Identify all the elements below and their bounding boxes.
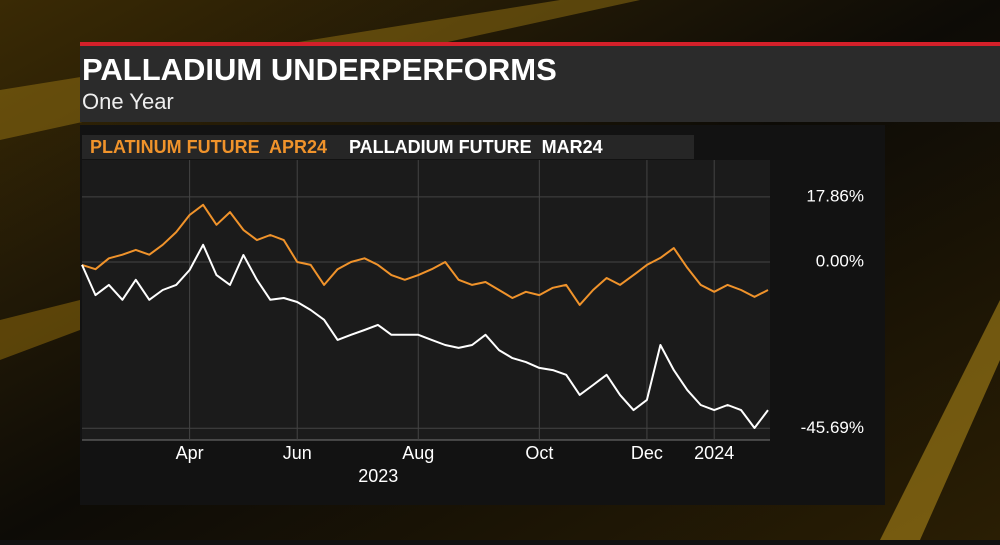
decor-streak	[0, 300, 80, 360]
series-line	[81, 243, 769, 429]
plot-area	[82, 160, 770, 440]
x-tick-label: Dec	[631, 443, 663, 463]
chart-title: PALLADIUM UNDERPERFORMS	[82, 52, 557, 87]
legend-entry: PLATINUM FUTURE APR24	[90, 137, 327, 157]
x-tick-label: Jun	[283, 443, 312, 463]
y-tick-label: 17.86%	[806, 186, 864, 205]
decor-streak	[880, 300, 1000, 540]
x-tick-label: Apr	[176, 443, 204, 463]
chart-subtitle: One Year	[82, 89, 174, 114]
y-tick-label: 0.00%	[816, 251, 864, 270]
legend-bar	[82, 135, 694, 159]
header-panel	[80, 42, 1000, 122]
series-line	[81, 203, 769, 306]
x-axis-year: 2023	[358, 466, 398, 486]
x-tick-label: Aug	[402, 443, 434, 463]
y-tick-label: -45.69%	[801, 418, 864, 437]
x-tick-label: 2024	[694, 443, 734, 463]
x-tick-label: Oct	[525, 443, 553, 463]
header-accent	[80, 42, 1000, 46]
legend-entry: PALLADIUM FUTURE MAR24	[349, 137, 603, 157]
